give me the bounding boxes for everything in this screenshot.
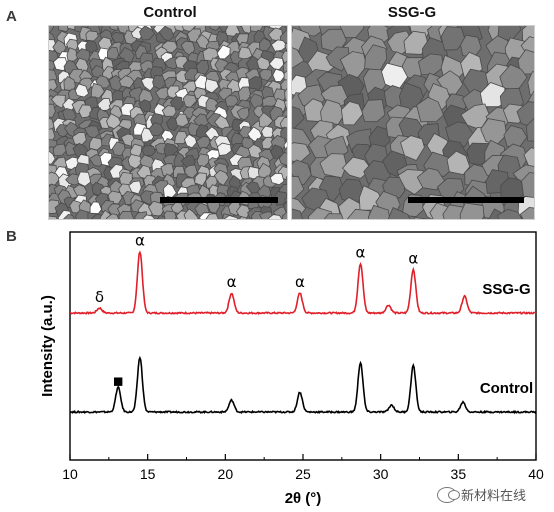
panel-a-letter: A [6,8,17,25]
peak-annotation: ■ [113,374,123,387]
sem-title-control: Control [143,4,197,21]
x-tick-label: 10 [62,466,78,482]
x-axis-label: 2θ (°) [285,490,322,507]
plot-frame [69,231,537,461]
sem-title-ssg-g: SSG-G [387,4,437,21]
scale-bar-control [160,197,278,203]
y-axis-label: Intensity (a.u.) [39,295,56,397]
x-tick-label: 25 [295,466,311,482]
wechat-icon [436,486,460,503]
series-label: Control [480,380,533,397]
x-tick-label: 15 [140,466,156,482]
sem-image-control [48,25,288,220]
x-tick-label: 40 [528,466,544,482]
peak-annotation: δ [95,288,104,306]
watermark: 新材料在线 [436,485,526,504]
x-tick-label: 30 [373,466,389,482]
x-tick-label: 35 [451,466,467,482]
sem-image-ssg-g [291,25,535,220]
peak-annotation: α [356,244,366,262]
panel-b-letter: B [6,228,17,245]
scale-bar-ssg-g [408,197,524,203]
watermark-text: 新材料在线 [460,488,526,503]
peak-annotation: α [295,273,305,291]
x-tick-label: 20 [218,466,234,482]
series-line-control [69,355,537,415]
series-label: SSG-G [482,281,530,298]
series-line-ssg-g [69,250,537,315]
peak-annotation: α [135,232,145,250]
peak-annotation: α [227,273,237,291]
peak-annotation: α [408,249,418,267]
